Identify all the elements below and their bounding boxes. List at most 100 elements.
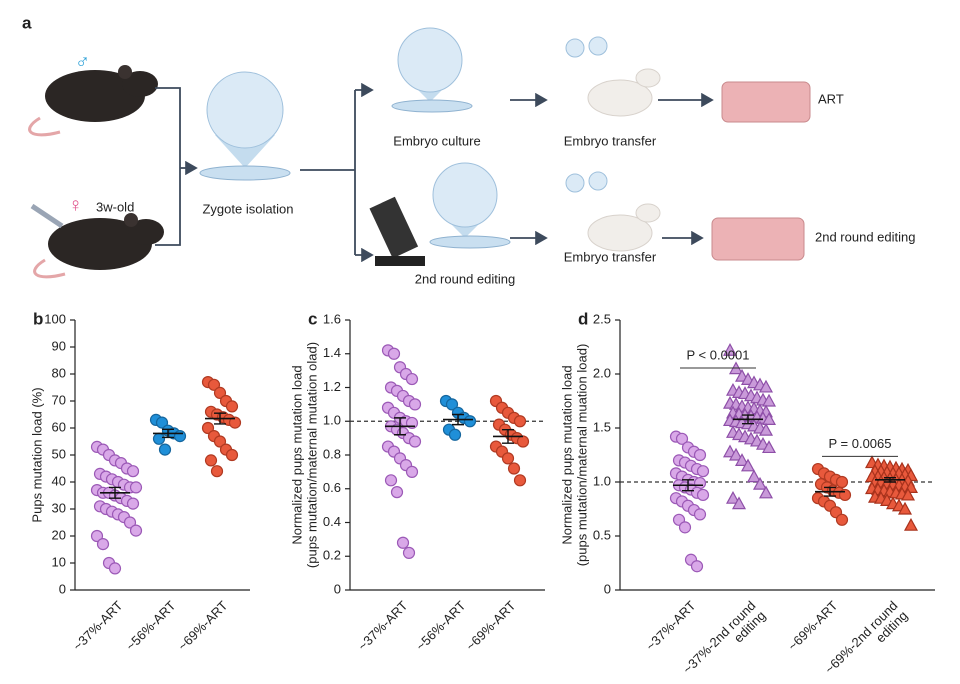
error-bar	[884, 476, 896, 483]
dish	[429, 235, 511, 249]
label: 3w-old	[96, 199, 134, 214]
rat	[587, 79, 653, 117]
data-point	[173, 430, 187, 443]
y-tick-label: 2.5	[593, 311, 611, 326]
panel-label: d	[578, 309, 588, 328]
y-tick-label: 0	[59, 581, 66, 596]
y-axis-label: Normalized pups mutation load	[559, 365, 574, 544]
y-axis-label: Normalized pups mutation load	[289, 365, 304, 544]
panel-label: c	[308, 309, 317, 328]
data-point	[126, 497, 140, 510]
y-tick-label: 0	[604, 581, 611, 596]
x-tick-label: ~37%-ART	[643, 598, 699, 654]
embryo	[588, 36, 608, 56]
data-point	[746, 469, 762, 483]
male-symbol: ♂	[75, 51, 90, 73]
data-point	[761, 412, 777, 425]
embryo	[565, 38, 585, 58]
data-point	[516, 435, 530, 448]
data-point	[228, 416, 242, 429]
data-point	[158, 443, 172, 456]
x-tick-label: ~56%-ART	[123, 598, 179, 654]
magnifier	[397, 27, 463, 93]
micromanipulator	[369, 196, 419, 259]
connector	[155, 87, 181, 246]
error-bar	[682, 479, 694, 492]
y-tick-label: 60	[52, 419, 66, 434]
data-point	[207, 378, 221, 391]
error-bar	[452, 413, 464, 426]
y-tick-label: 70	[52, 392, 66, 407]
y-tick-label: 0.8	[323, 446, 341, 461]
label: Embryo transfer	[564, 249, 657, 264]
mouse	[48, 218, 152, 270]
data-point	[213, 386, 227, 399]
y-tick-label: 40	[52, 473, 66, 488]
data-point	[152, 432, 166, 445]
data-point	[722, 342, 738, 356]
data-point	[758, 379, 774, 393]
data-point	[903, 517, 919, 531]
y-tick-label: 1.0	[323, 413, 341, 428]
data-point	[405, 372, 419, 386]
dish	[391, 99, 473, 113]
error-bar	[162, 428, 174, 439]
data-point	[408, 398, 422, 411]
label: Embryo culture	[393, 133, 480, 148]
error-bar	[394, 417, 406, 436]
data-point	[448, 428, 462, 441]
y-tick-label: 50	[52, 446, 66, 461]
y-tick-label: 2.0	[593, 365, 611, 380]
pups	[721, 81, 811, 123]
rat	[587, 214, 653, 252]
rat-head	[635, 203, 661, 223]
y-tick-label: 1.0	[593, 473, 611, 488]
data-point	[387, 347, 401, 360]
schematic: a ♂ ♀ 3w-old Zygote isolation Embryo cul…	[22, 13, 915, 286]
label: ART	[818, 91, 844, 106]
data-point	[734, 453, 750, 466]
data-point	[501, 452, 515, 465]
data-point	[123, 516, 137, 529]
error-bar	[742, 414, 754, 425]
y-tick-label: 30	[52, 500, 66, 515]
y-tick-label: 80	[52, 365, 66, 380]
data-point	[225, 448, 239, 462]
label: 2nd round editing	[415, 271, 515, 286]
magnifier	[432, 162, 498, 228]
connector	[300, 90, 356, 255]
y-tick-label: 1.4	[323, 345, 341, 360]
data-point	[129, 481, 143, 494]
y-tick-label: 1.6	[323, 311, 341, 326]
error-bar	[824, 486, 836, 497]
data-point	[758, 485, 774, 499]
y-tick-label: 20	[52, 527, 66, 542]
y-tick-label: 0.4	[323, 514, 341, 529]
syringe	[30, 203, 64, 229]
x-tick-label: ~56%-ART	[413, 598, 469, 654]
data-point	[835, 513, 849, 526]
y-tick-label: 1.2	[323, 379, 341, 394]
embryo	[588, 171, 608, 191]
label: Zygote isolation	[202, 201, 293, 216]
data-point	[384, 474, 398, 487]
x-tick-label: ~69%-ART	[175, 598, 231, 654]
tail	[33, 258, 66, 279]
mouse-head	[122, 71, 158, 97]
y-axis-label: (pups mutation/maternal muation load)	[574, 344, 589, 567]
error-bar	[214, 412, 226, 425]
data-point	[761, 393, 777, 407]
x-tick-label: ~37%-ART	[355, 598, 411, 654]
data-point	[408, 435, 422, 448]
data-point	[225, 400, 239, 413]
error-bar	[502, 428, 514, 444]
mouse	[45, 70, 145, 122]
y-axis-label: (pups mutation/maternal mutation olad)	[304, 342, 319, 568]
data-point	[900, 487, 916, 501]
data-point	[761, 440, 777, 454]
data-point	[835, 475, 849, 489]
dish	[199, 165, 291, 181]
data-point	[675, 432, 689, 445]
data-point	[201, 421, 215, 435]
